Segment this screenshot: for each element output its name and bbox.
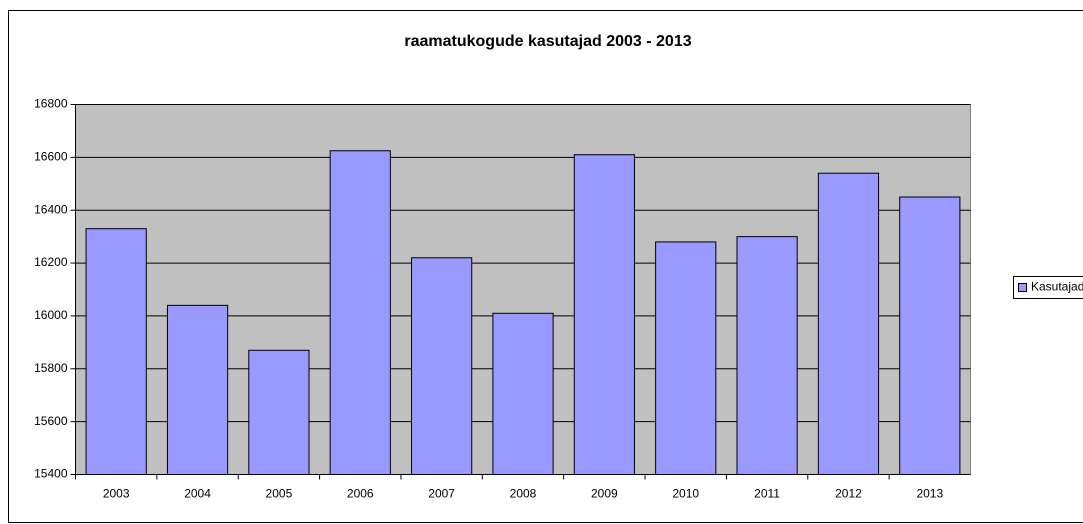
bar <box>411 257 473 475</box>
x-tick-label: 2005 <box>266 487 293 501</box>
x-tick-label: 2008 <box>510 487 537 501</box>
y-tick-label: 16600 <box>34 150 68 164</box>
y-tick-label: 16400 <box>34 202 68 216</box>
legend-swatch <box>1018 283 1027 292</box>
x-tick-label: 2012 <box>835 487 862 501</box>
bar <box>248 349 310 475</box>
y-tick-label: 16200 <box>34 255 68 269</box>
legend-box <box>1013 276 1083 299</box>
bar <box>492 312 554 475</box>
chart-title: raamatukogude kasutajad 2003 - 2013 <box>404 33 691 50</box>
x-tick-label: 2011 <box>754 487 780 501</box>
x-tick-label: 2003 <box>103 487 130 501</box>
bar <box>899 196 961 475</box>
bar <box>329 150 391 475</box>
bar <box>166 304 229 475</box>
bar <box>817 172 880 475</box>
y-tick-label: 15600 <box>34 414 68 428</box>
bar <box>85 228 147 475</box>
bar <box>573 154 635 475</box>
x-tick-label: 2006 <box>347 487 374 501</box>
y-tick-label: 15800 <box>34 361 68 375</box>
legend-label: Kasutajad <box>1031 280 1083 294</box>
x-tick-label: 2007 <box>428 487 455 501</box>
y-tick-label: 15400 <box>34 467 68 481</box>
bar <box>655 241 717 475</box>
x-tick-label: 2013 <box>916 487 943 501</box>
bar <box>736 236 798 475</box>
y-tick-label: 16800 <box>34 97 68 111</box>
x-tick-label: 2010 <box>672 487 699 501</box>
x-tick-label: 2009 <box>591 487 618 501</box>
x-tick-label: 2004 <box>184 487 211 501</box>
y-tick-label: 16000 <box>34 308 68 322</box>
